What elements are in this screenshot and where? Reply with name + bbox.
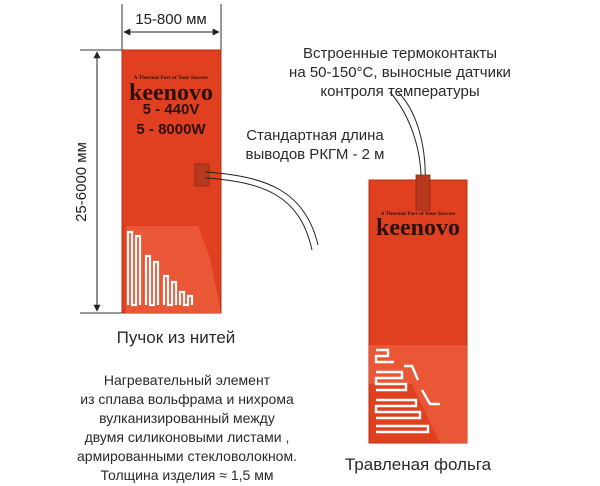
description-note: Нагревательный элемент из сплава вольфра…: [42, 371, 332, 485]
heater-left: A Thermal Part of Your Success keenovo 5…: [121, 49, 222, 314]
thermocontact-patch-right: [415, 174, 431, 211]
description-line-3: вулканизированный между: [99, 410, 275, 426]
description-line-4: двумя силиконовыми листами ,: [84, 429, 290, 445]
heater-left-power: 5 - 8000W: [136, 121, 206, 138]
heater-left-caption: Пучок из нитей: [116, 328, 236, 347]
width-label: 15-800 мм: [135, 11, 207, 28]
thermocontact-patch-left: [194, 163, 210, 187]
heater-left-voltage: 5 - 440V: [143, 101, 200, 118]
heater-right-tagline: A Thermal Part of Your Success: [381, 211, 456, 217]
thermocontacts-line-3: контроля температуры: [320, 83, 480, 100]
etched-foil-icon: [374, 348, 440, 434]
heater-right: A Thermal Part of Your Success keenovo: [368, 174, 468, 444]
thermocontacts-line-2: на 50-150°С, выносные датчики: [289, 64, 511, 81]
description-line-1: Нагревательный элемент: [103, 372, 271, 388]
heater-left-tagline: A Thermal Part of Your Success: [134, 75, 209, 81]
heating-wire-icon: [126, 230, 194, 307]
heater-right-brand: keenovo: [376, 215, 460, 241]
heater-right-caption: Травленая фольга: [344, 455, 492, 474]
description-line-6: Толщина изделия ≈ 1,5 мм: [100, 467, 274, 483]
lead-wires-left: [204, 171, 319, 251]
description-line-5: армированными стекловолокном.: [77, 448, 297, 464]
lead-length-line-2: выводов РКГМ - 2 м: [245, 146, 385, 163]
lead-wires-right: [389, 91, 426, 185]
description-line-2: из сплава вольфрама и нихрома: [80, 391, 294, 407]
heater-left-brand: keenovo: [129, 80, 213, 106]
height-label: 25-6000 мм: [73, 142, 90, 222]
lead-length-note: Стандартная длина выводов РКГМ - 2 м: [225, 126, 405, 164]
lead-length-line-1: Стандартная длина: [246, 127, 384, 144]
thermocontacts-note: Встроенные термоконтакты на 50-150°С, вы…: [260, 44, 540, 101]
thermocontacts-line-1: Встроенные термоконтакты: [302, 45, 498, 62]
height-dimension: 25-6000 мм: [73, 49, 122, 314]
width-dimension: 15-800 мм: [121, 4, 222, 50]
